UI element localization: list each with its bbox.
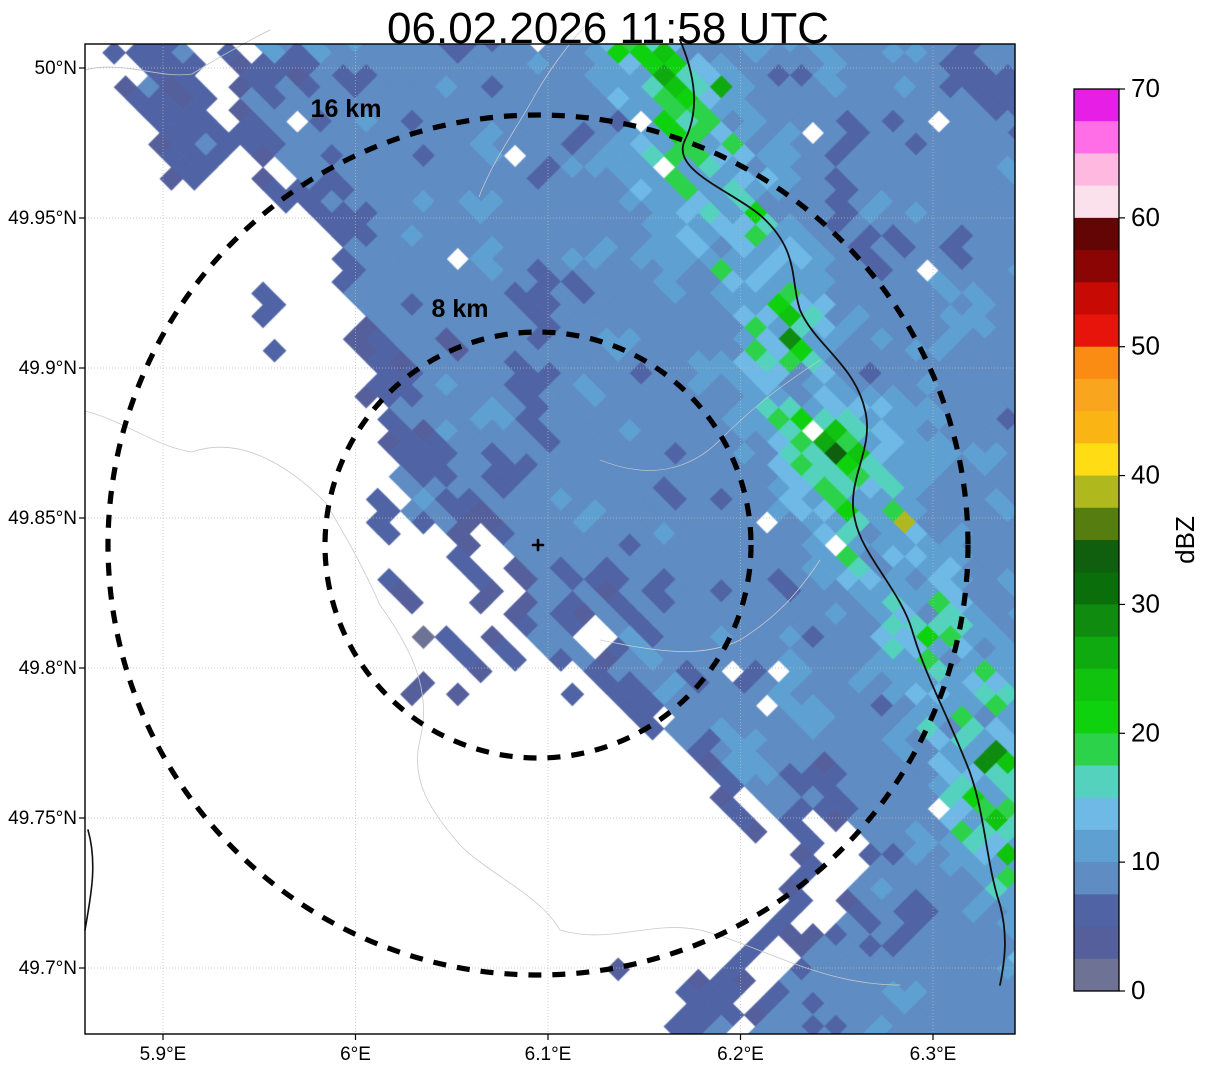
svg-text:40: 40: [1131, 460, 1160, 490]
svg-text:49.8°N: 49.8°N: [19, 658, 77, 679]
svg-text:49.95°N: 49.95°N: [8, 208, 77, 229]
svg-text:10: 10: [1131, 846, 1160, 876]
svg-text:6°E: 6°E: [340, 1044, 371, 1065]
svg-text:06.02.2026 11:58 UTC: 06.02.2026 11:58 UTC: [387, 4, 829, 53]
svg-text:50°N: 50°N: [35, 58, 77, 79]
svg-text:49.75°N: 49.75°N: [8, 808, 77, 829]
svg-text:20: 20: [1131, 717, 1160, 747]
svg-text:6.1°E: 6.1°E: [525, 1044, 572, 1065]
svg-text:49.7°N: 49.7°N: [19, 958, 77, 979]
svg-text:6.2°E: 6.2°E: [717, 1044, 764, 1065]
svg-text:0: 0: [1131, 975, 1145, 1005]
svg-text:6.3°E: 6.3°E: [910, 1044, 957, 1065]
svg-text:dBZ: dBZ: [1170, 516, 1200, 564]
svg-text:70: 70: [1131, 73, 1160, 103]
svg-text:49.9°N: 49.9°N: [19, 358, 77, 379]
svg-text:50: 50: [1131, 331, 1160, 361]
svg-text:8 km: 8 km: [432, 295, 489, 323]
svg-text:60: 60: [1131, 202, 1160, 232]
svg-text:16 km: 16 km: [311, 95, 382, 123]
svg-text:5.9°E: 5.9°E: [140, 1044, 187, 1065]
svg-text:49.85°N: 49.85°N: [8, 508, 77, 529]
svg-text:30: 30: [1131, 588, 1160, 618]
